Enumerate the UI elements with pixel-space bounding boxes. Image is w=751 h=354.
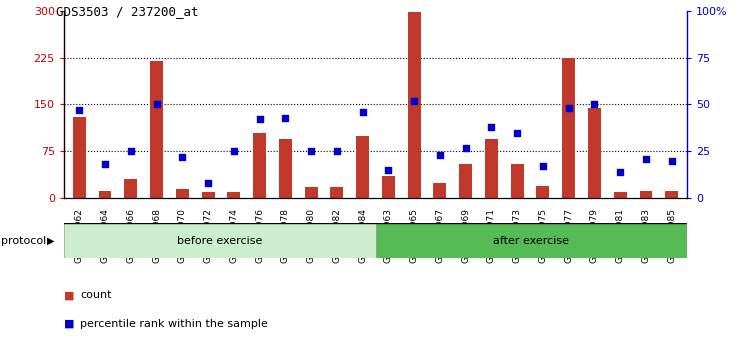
Bar [125,179,137,198]
Point [279,115,291,120]
Bar [588,108,601,198]
Point [125,149,137,154]
Bar [228,192,240,198]
Bar [150,61,163,198]
Point [640,156,652,162]
Point [254,116,266,122]
Point [382,167,394,173]
Bar [562,57,575,198]
Bar [176,189,189,198]
Bar [98,191,111,198]
Point [665,158,677,164]
Bar [536,186,550,198]
Bar [485,139,498,198]
Point [537,164,549,169]
Point [562,105,575,111]
Bar [253,133,266,198]
Bar [511,164,523,198]
Point [176,154,189,160]
Bar [73,117,86,198]
Point [228,149,240,154]
Bar [665,191,678,198]
Point [460,145,472,150]
Bar [279,139,292,198]
Text: after exercise: after exercise [493,236,569,246]
Point [408,98,420,103]
Point [357,109,369,115]
Bar [433,183,446,198]
Bar [382,176,395,198]
Bar [201,192,215,198]
Point [434,152,446,158]
Text: ▶: ▶ [47,236,55,246]
Text: ■: ■ [64,290,74,300]
Bar [64,223,376,258]
Bar [459,164,472,198]
Bar [376,223,687,258]
Text: before exercise: before exercise [177,236,262,246]
Text: percentile rank within the sample: percentile rank within the sample [80,319,268,329]
Point [589,102,601,107]
Text: GDS3503 / 237200_at: GDS3503 / 237200_at [56,5,199,18]
Bar [640,191,653,198]
Bar [330,187,343,198]
Point [150,102,162,107]
Bar [356,136,369,198]
Point [485,124,497,130]
Text: ■: ■ [64,319,74,329]
Text: count: count [80,290,112,300]
Point [614,169,626,175]
Point [74,107,86,113]
Bar [408,12,421,198]
Point [511,130,523,136]
Point [331,149,343,154]
Point [202,181,214,186]
Point [305,149,317,154]
Text: protocol: protocol [1,236,46,246]
Bar [614,192,626,198]
Point [99,162,111,167]
Bar [305,187,318,198]
